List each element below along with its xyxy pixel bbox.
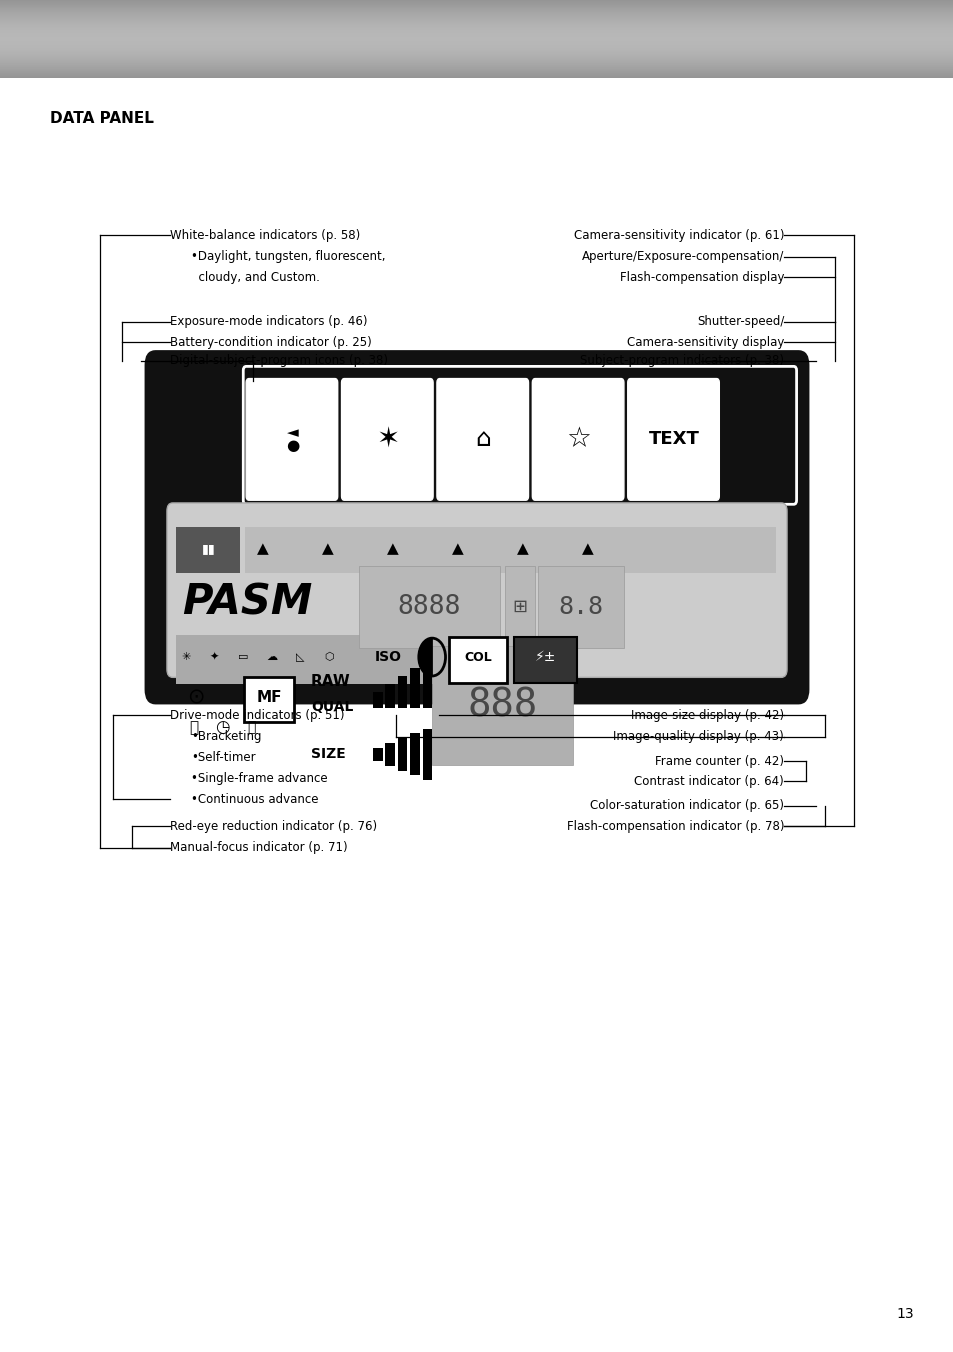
Bar [176,527,240,573]
FancyBboxPatch shape [532,379,623,500]
Text: Subject-program indicators (p. 38): Subject-program indicators (p. 38) [579,354,783,368]
Bar [397,738,407,771]
Text: ☆: ☆ [566,426,591,453]
Bar [514,637,577,683]
Text: •Continuous advance: •Continuous advance [191,792,318,806]
Text: ISO: ISO [375,650,401,664]
Polygon shape [418,638,432,676]
Bar [176,635,456,684]
Text: cloudy, and Custom.: cloudy, and Custom. [191,270,319,284]
Text: •Bracketing: •Bracketing [191,730,261,744]
Bar [537,566,623,648]
Text: ✶: ✶ [376,426,399,453]
Bar [449,637,506,683]
Bar [245,527,775,573]
Text: ☁: ☁ [266,652,277,662]
FancyBboxPatch shape [167,503,786,677]
Text: ▲: ▲ [322,541,334,557]
Text: Image-size display (p. 42): Image-size display (p. 42) [630,708,783,722]
Text: Camera-sensitivity indicator (p. 61): Camera-sensitivity indicator (p. 61) [573,228,783,242]
FancyBboxPatch shape [243,366,796,504]
Text: ⊞: ⊞ [512,598,527,617]
Text: ▭: ▭ [237,652,249,662]
Text: 888: 888 [467,687,537,725]
Text: Camera-sensitivity display: Camera-sensitivity display [626,335,783,349]
Bar [422,660,432,708]
Text: ▲: ▲ [452,541,463,557]
Text: ⬡: ⬡ [324,652,334,662]
Text: Red-eye reduction indicator (p. 76): Red-eye reduction indicator (p. 76) [170,819,376,833]
Text: ◺: ◺ [296,652,304,662]
Text: •Single-frame advance: •Single-frame advance [191,772,327,786]
Bar [385,744,395,765]
Bar [397,676,407,708]
Text: Color-saturation indicator (p. 65): Color-saturation indicator (p. 65) [590,799,783,813]
FancyBboxPatch shape [436,379,528,500]
Text: Flash-compensation display: Flash-compensation display [619,270,783,284]
Bar [385,684,395,708]
Bar [410,733,419,775]
FancyBboxPatch shape [146,352,807,703]
Text: PASM: PASM [182,581,313,625]
Text: ⬜: ⬜ [248,721,255,734]
Bar [244,677,294,722]
FancyBboxPatch shape [246,379,337,500]
Text: TEXT: TEXT [648,430,700,449]
Text: MF: MF [256,690,281,706]
Text: Manual-focus indicator (p. 71): Manual-focus indicator (p. 71) [170,841,347,854]
Text: •Daylight, tungsten, fluorescent,: •Daylight, tungsten, fluorescent, [191,250,385,264]
Text: COL: COL [463,650,492,664]
Bar [373,748,382,761]
Text: Image-quality display (p. 43): Image-quality display (p. 43) [613,730,783,744]
Text: Aperture/Exposure-compensation/: Aperture/Exposure-compensation/ [581,250,783,264]
Text: ✳: ✳ [181,652,191,662]
Text: 8888: 8888 [397,594,460,621]
Text: Digital-subject-program icons (p. 38): Digital-subject-program icons (p. 38) [170,354,388,368]
Text: ▮▮: ▮▮ [202,542,215,556]
Bar [504,566,535,648]
Text: DATA PANEL: DATA PANEL [50,111,153,126]
Text: Flash-compensation indicator (p. 78): Flash-compensation indicator (p. 78) [566,819,783,833]
Text: RAW: RAW [311,673,351,690]
Text: ✦: ✦ [210,652,219,662]
Text: ▲: ▲ [257,541,269,557]
Bar [432,646,573,765]
Bar [422,729,432,780]
Text: Shutter-speed/: Shutter-speed/ [696,315,783,329]
Text: Frame counter (p. 42): Frame counter (p. 42) [655,754,783,768]
Bar [410,668,419,708]
Text: 8.8: 8.8 [558,595,603,619]
Text: White-balance indicators (p. 58): White-balance indicators (p. 58) [170,228,359,242]
Text: ◄
●: ◄ ● [286,426,299,453]
Text: QUAL: QUAL [311,700,353,714]
Text: Drive-mode indicators (p. 51): Drive-mode indicators (p. 51) [170,708,344,722]
Text: SIZE: SIZE [311,748,345,761]
Text: Battery-condition indicator (p. 25): Battery-condition indicator (p. 25) [170,335,371,349]
Bar [373,692,382,708]
Text: ⌂: ⌂ [476,427,491,452]
Text: ⧉: ⧉ [189,719,198,735]
Text: •Self-timer: •Self-timer [191,750,255,764]
Text: 13: 13 [896,1307,913,1321]
Text: Contrast indicator (p. 64): Contrast indicator (p. 64) [634,775,783,788]
Text: ◷: ◷ [214,718,230,737]
FancyBboxPatch shape [341,379,433,500]
FancyBboxPatch shape [627,379,719,500]
Text: ▲: ▲ [517,541,528,557]
Text: ⚡±: ⚡± [535,650,556,664]
Text: ▲: ▲ [581,541,593,557]
Text: Exposure-mode indicators (p. 46): Exposure-mode indicators (p. 46) [170,315,367,329]
Text: ▲: ▲ [387,541,398,557]
Text: ⊙: ⊙ [187,688,204,707]
Bar [358,566,499,648]
